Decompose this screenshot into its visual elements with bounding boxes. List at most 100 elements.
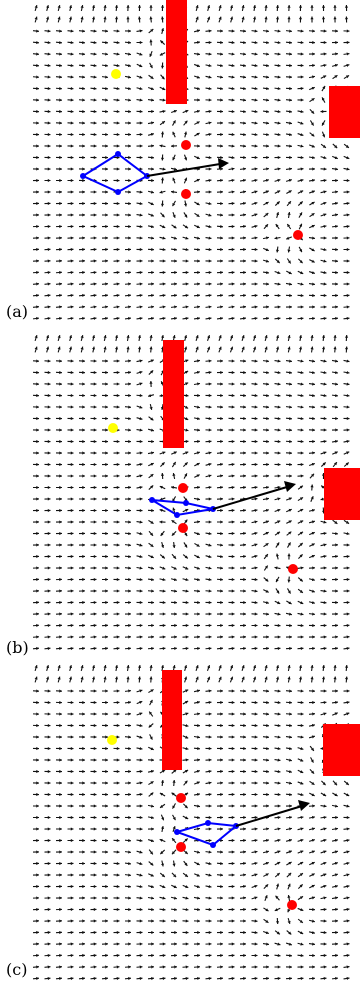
field-vector-head [70,405,74,409]
field-vector-head [220,896,223,900]
field-vector-head [287,260,291,264]
field-vector-head [277,132,281,137]
field-vector-head [266,735,269,739]
field-vector-head [346,63,350,67]
field-vector-head [184,838,188,842]
field-vector-head [126,5,130,8]
field-vector-head [185,282,189,286]
field-vector-head [207,346,211,350]
field-vector-head [139,976,143,981]
field-vector-head [208,623,212,628]
field-vector-head [36,769,39,774]
field-vector-head [185,305,189,309]
field-vector-head [116,109,120,114]
field-vector-head [254,316,258,321]
field-vector-head [162,451,166,455]
field-vector-head [174,247,177,252]
field-vector-head [231,531,235,536]
field-vector-head [150,804,154,808]
field-vector-head [265,259,269,263]
field-vector-head [174,953,177,958]
field-vector-head [171,792,175,796]
field-vector-head [105,689,108,693]
field-vector-head [312,953,315,958]
field-vector-head [172,545,176,548]
field-vector-head [126,346,130,350]
field-vector-head [36,259,39,263]
field-vector-head [231,293,235,298]
field-vector-head [105,712,108,716]
field-vector-head [289,316,292,321]
field-vector-head [162,305,166,309]
field-vector-head [70,758,74,762]
field-vector-head [243,543,246,547]
field-vector-head [116,543,120,547]
field-vector-head [137,335,142,338]
field-vector-head [105,224,108,229]
field-vector-head [287,5,291,8]
field-vector-head [300,793,304,797]
field-vector-head [139,712,143,716]
field-vector-head [59,623,62,628]
field-vector-head [346,907,350,912]
field-vector-head [208,543,212,547]
field-vector-head [300,451,304,455]
field-vector-head [323,156,327,160]
field-vector-head [254,577,258,582]
field-vector-head [105,474,108,478]
field-vector-head [59,75,62,79]
field-vector-head [172,780,176,783]
field-vector-head [346,293,350,298]
field-vector-head [277,520,281,524]
field-vector-head [82,416,85,421]
field-vector-head [47,554,51,559]
field-vector-head [93,40,97,45]
field-vector-head [116,942,120,946]
field-vector-head [82,132,85,137]
field-vector-head [160,473,165,476]
field-vector-head [346,838,350,843]
field-vector-head [346,178,350,183]
field-vector-head [150,520,154,524]
field-vector-head [300,121,304,125]
field-vector-head [220,40,223,45]
field-vector-head [93,919,97,923]
field-vector-head [208,497,212,501]
field-vector-head [47,953,51,958]
field-vector-head [243,382,246,386]
field-vector-head [220,451,223,455]
field-vector-head [208,815,212,820]
field-vector-head [220,305,223,309]
field-vector-head [277,781,281,785]
field-vector-head [266,792,269,797]
field-vector-head [220,282,223,286]
field-vector-head [312,293,315,298]
field-vector-head [197,746,200,751]
field-vector-head [288,178,292,182]
field-vector-head [139,577,143,582]
field-vector-head [128,370,131,375]
field-vector-head [59,497,62,501]
field-vector-head [266,623,269,628]
field-vector-head [184,780,188,784]
field-vector-head [323,554,327,559]
field-vector-head [220,201,223,206]
field-vector-head [277,282,281,286]
field-vector-head [266,781,269,785]
field-vector-head [320,497,324,501]
field-vector-head [151,953,154,958]
field-vector-head [47,485,51,490]
field-vector-head [36,723,39,728]
field-vector-head [266,942,269,946]
field-vector-head [323,635,327,639]
field-vector-head [220,850,223,854]
field-vector-head [266,370,269,375]
field-vector-head [323,370,327,375]
field-vector-head [116,635,120,639]
field-vector-head [323,907,327,912]
field-vector-head [311,578,315,582]
field-vector-head [277,370,281,375]
field-vector-head [70,792,74,797]
field-vector-head [185,930,189,935]
field-vector-head [312,428,315,432]
